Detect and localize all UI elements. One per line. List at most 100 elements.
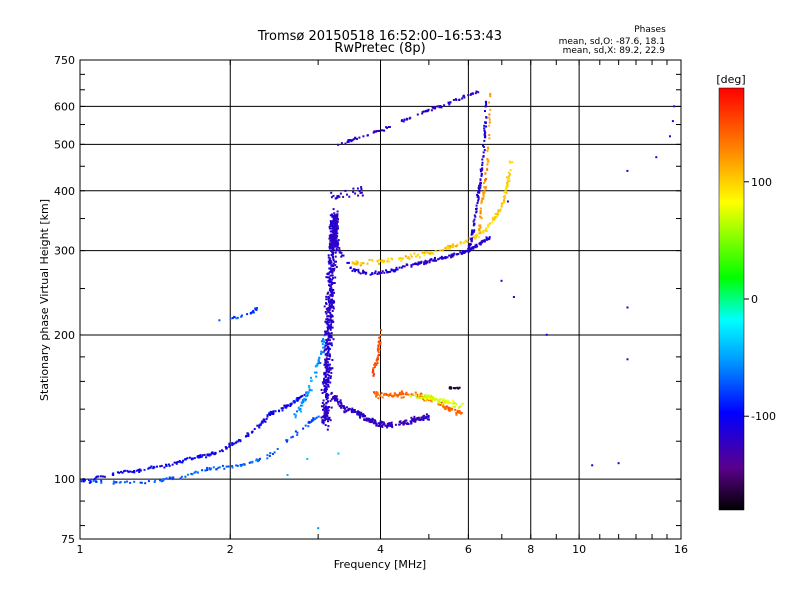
data-point	[330, 325, 332, 328]
data-point	[437, 105, 440, 108]
data-point	[297, 406, 300, 409]
data-point	[335, 220, 338, 223]
data-point	[304, 399, 306, 402]
data-point	[485, 238, 488, 241]
data-point	[327, 311, 330, 314]
data-point	[320, 350, 323, 353]
data-point	[138, 471, 141, 473]
data-point	[492, 217, 495, 220]
data-point	[376, 272, 379, 275]
data-point	[467, 94, 470, 97]
data-point	[327, 335, 330, 338]
data-point	[330, 367, 333, 370]
data-point	[184, 475, 187, 478]
data-point	[308, 386, 311, 388]
data-point	[417, 261, 420, 264]
data-point	[442, 398, 445, 401]
data-point	[450, 406, 453, 408]
data-point	[231, 465, 234, 467]
data-point	[450, 253, 453, 256]
data-point	[477, 186, 480, 189]
data-point	[333, 232, 335, 235]
data-point	[452, 254, 455, 257]
data-point	[429, 399, 432, 401]
data-point	[330, 283, 333, 286]
data-point	[484, 172, 487, 175]
data-point	[492, 218, 495, 221]
data-point	[357, 194, 360, 197]
data-point	[457, 387, 460, 390]
data-point	[329, 214, 332, 217]
data-point	[168, 476, 171, 479]
y-tick-label: 300	[54, 245, 75, 258]
data-point	[470, 92, 473, 95]
data-point	[298, 408, 301, 411]
data-point	[491, 221, 494, 224]
data-point	[331, 214, 334, 217]
data-point	[327, 409, 330, 412]
data-point	[137, 469, 140, 471]
data-point	[671, 120, 674, 123]
data-point	[424, 260, 427, 263]
data-point	[327, 347, 330, 350]
data-point	[218, 450, 221, 453]
data-point	[423, 110, 425, 113]
data-point	[473, 218, 476, 221]
data-point	[398, 258, 401, 261]
data-point	[352, 268, 355, 271]
data-point	[324, 361, 327, 364]
data-point	[265, 417, 268, 420]
data-point	[428, 251, 431, 253]
data-point	[403, 421, 406, 424]
data-point	[323, 385, 326, 387]
data-point	[462, 95, 465, 98]
data-point	[305, 391, 308, 394]
data-point	[274, 410, 277, 413]
data-point	[170, 477, 173, 480]
data-point	[477, 196, 480, 199]
data-point	[350, 408, 353, 411]
data-point	[325, 307, 328, 310]
data-point	[379, 420, 382, 423]
data-point	[296, 434, 299, 436]
data-point	[381, 259, 384, 262]
data-point	[178, 460, 181, 462]
data-point	[325, 367, 328, 370]
data-point	[420, 418, 423, 421]
data-point	[297, 396, 300, 399]
data-point	[333, 282, 336, 284]
data-point	[378, 262, 380, 265]
data-point	[362, 269, 365, 272]
data-point	[203, 453, 206, 456]
data-point	[331, 326, 334, 329]
data-point	[329, 312, 332, 314]
data-point	[92, 479, 95, 481]
data-point	[378, 424, 381, 427]
data-point	[410, 420, 412, 423]
data-point	[156, 465, 158, 468]
data-point	[325, 318, 328, 321]
data-point	[251, 431, 253, 434]
data-point	[505, 185, 508, 188]
data-point	[329, 368, 332, 371]
data-point	[368, 258, 371, 261]
data-point	[239, 464, 242, 466]
data-point	[331, 230, 334, 233]
data-point	[485, 227, 488, 229]
data-point	[163, 466, 166, 469]
data-point	[387, 424, 390, 427]
data-point	[115, 481, 118, 484]
data-point	[475, 210, 478, 213]
data-point	[413, 419, 416, 422]
data-point	[453, 387, 456, 390]
data-point	[468, 249, 471, 252]
data-point	[470, 248, 473, 251]
data-point	[330, 225, 333, 227]
x-axis-label: Frequency [MHz]	[334, 558, 426, 571]
data-point	[332, 217, 335, 220]
data-point	[334, 217, 337, 220]
data-point	[382, 421, 385, 424]
data-point	[341, 254, 344, 257]
data-point	[477, 91, 480, 94]
